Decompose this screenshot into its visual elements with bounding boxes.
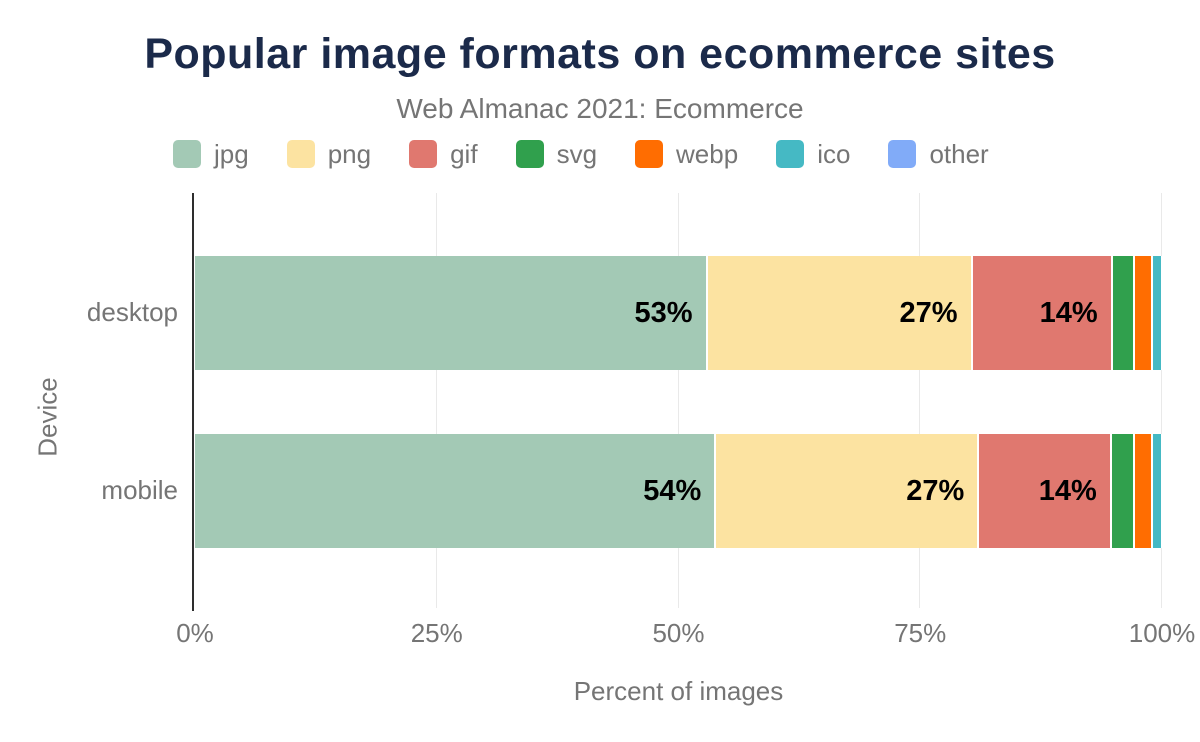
legend-label-other: other <box>929 139 989 169</box>
x-tick-75: 75% <box>894 618 947 648</box>
bar-segment-mobile-png[interactable]: 27% <box>714 434 978 548</box>
category-label-mobile: mobile <box>101 475 178 505</box>
bar-mobile: 54% 27% 14% <box>195 434 1163 548</box>
bar-segment-desktop-webp[interactable] <box>1132 256 1152 370</box>
x-tick-100: 100% <box>1128 618 1196 648</box>
gridline-25 <box>435 193 437 608</box>
bar-segment-desktop-jpg[interactable]: 53% <box>195 256 706 370</box>
legend-swatch-gif <box>409 140 438 168</box>
legend-label-ico: ico <box>817 139 851 169</box>
legend-label-webp: webp <box>676 139 739 169</box>
bar-segment-desktop-png[interactable]: 27% <box>705 256 971 370</box>
bar-value-label-desktop-jpg: 53% <box>634 296 693 329</box>
y-axis-line <box>192 193 194 611</box>
bar-segment-mobile-other[interactable] <box>1160 434 1163 548</box>
legend-label-svg: svg <box>556 139 598 169</box>
legend-label-jpg: jpg <box>214 139 249 169</box>
x-axis-title: Percent of images <box>573 676 784 706</box>
legend-item-webp[interactable]: webp <box>635 140 738 168</box>
gridline-100 <box>1161 193 1162 608</box>
bar-segment-mobile-jpg[interactable]: 54% <box>195 434 715 548</box>
bar-desktop: 53% 27% 14% <box>195 256 1163 370</box>
bar-value-label-mobile-gif: 14% <box>1038 474 1097 507</box>
legend-swatch-jpg <box>173 140 201 168</box>
legend: jpg png gif svg webp ico other <box>173 140 989 168</box>
bar-segment-mobile-gif[interactable]: 14% <box>977 434 1110 548</box>
bar-segment-desktop-svg[interactable] <box>1110 256 1133 370</box>
legend-item-gif[interactable]: gif <box>409 139 478 169</box>
bar-segment-desktop-other[interactable] <box>1160 256 1163 370</box>
legend-label-gif: gif <box>450 139 478 169</box>
chart-subtitle: Web Almanac 2021: Ecommerce <box>396 93 804 124</box>
gridline-75 <box>919 193 921 608</box>
x-tick-25: 25% <box>410 618 463 648</box>
gridline-50 <box>677 193 679 608</box>
x-tick-50: 50% <box>652 618 705 648</box>
legend-item-png[interactable]: png <box>286 139 372 169</box>
x-tick-0: 0% <box>176 618 214 648</box>
legend-item-jpg[interactable]: jpg <box>173 140 249 168</box>
legend-swatch-svg <box>515 140 544 168</box>
chart-title: Popular image formats on ecommerce sites <box>144 30 1056 78</box>
legend-swatch-ico <box>776 140 805 168</box>
legend-item-other[interactable]: other <box>888 139 989 169</box>
bar-segment-mobile-svg[interactable] <box>1109 434 1133 548</box>
bar-value-label-desktop-gif: 14% <box>1039 296 1098 329</box>
bar-value-label-mobile-png: 27% <box>906 474 965 507</box>
x-axis-ticks: 0% 25% 50% 75% 100% <box>176 618 1195 648</box>
category-label-desktop: desktop <box>86 297 178 327</box>
legend-swatch-webp <box>635 140 664 168</box>
y-axis-title: Device <box>32 377 63 457</box>
legend-label-png: png <box>327 139 372 169</box>
legend-item-svg[interactable]: svg <box>515 139 598 169</box>
bar-segment-desktop-ico[interactable] <box>1151 256 1161 370</box>
bar-segment-mobile-ico[interactable] <box>1151 434 1161 548</box>
plot-area: 53% 27% 14% 54% 27% 14% <box>195 193 1163 608</box>
bar-segment-desktop-gif[interactable]: 14% <box>970 256 1111 370</box>
legend-item-ico[interactable]: ico <box>776 140 850 168</box>
bar-value-label-desktop-png: 27% <box>899 296 958 329</box>
legend-swatch-other <box>888 140 917 168</box>
legend-swatch-png <box>286 140 315 168</box>
bar-segment-mobile-webp[interactable] <box>1132 434 1152 548</box>
bar-value-label-mobile-jpg: 54% <box>643 474 702 507</box>
